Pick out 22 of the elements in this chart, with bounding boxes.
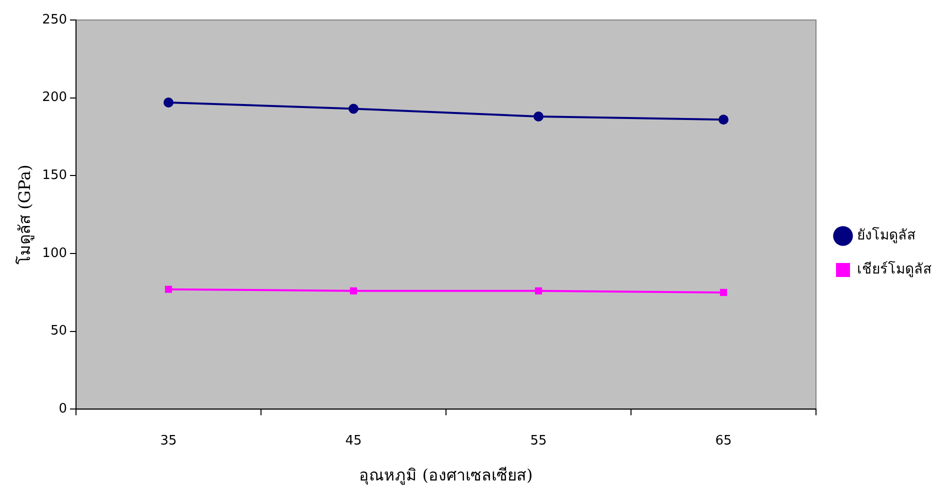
y-axis-title: โมดูลัส (GPa): [14, 164, 35, 265]
point: [720, 288, 728, 296]
x-tick-label: 45: [345, 433, 362, 448]
point: [718, 114, 728, 125]
point: [534, 287, 542, 294]
legend-label: เชียร์โมดูลัส: [857, 260, 932, 278]
y-tick-label: 0: [58, 402, 68, 417]
legend-label: ยังโมดูลัส: [857, 226, 916, 244]
y-tick-label: 250: [42, 12, 68, 28]
x-tick-label: 55: [530, 433, 547, 448]
x-tick-label: 35: [160, 433, 177, 448]
y-tick-label: 200: [42, 90, 68, 106]
point: [164, 98, 174, 108]
point: [164, 286, 172, 293]
point: [348, 104, 359, 114]
point: [534, 112, 544, 122]
y-tick-label: 50: [50, 324, 68, 339]
y-tick-label: 150: [42, 168, 68, 184]
y-tick-label: 100: [42, 246, 68, 261]
x-axis-title: อุณหภูมิ (องศาเซลเซียส): [359, 466, 533, 486]
x-tick-label: 65: [715, 433, 732, 448]
point: [350, 287, 358, 294]
